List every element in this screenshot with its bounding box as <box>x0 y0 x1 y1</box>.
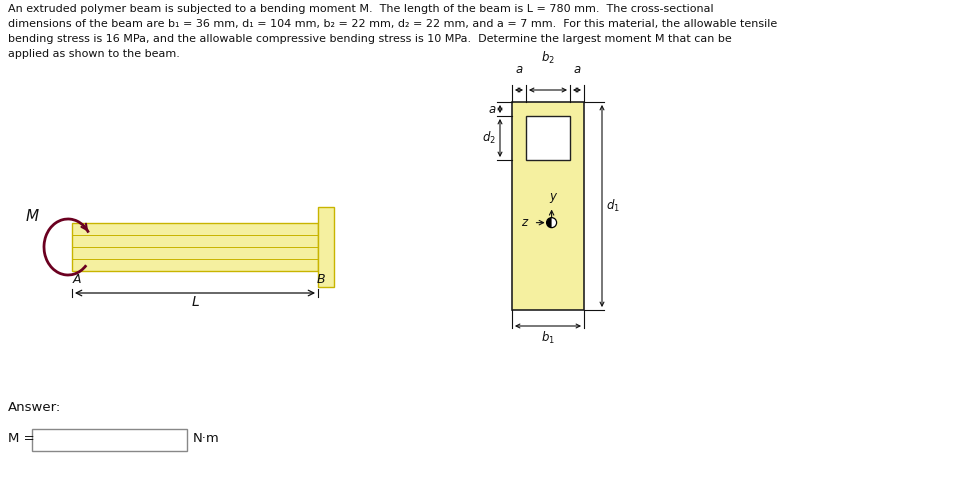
Text: N·m: N·m <box>193 432 220 445</box>
Text: $a$: $a$ <box>515 63 523 76</box>
Text: $a$: $a$ <box>488 103 496 116</box>
Text: $z$: $z$ <box>521 216 530 229</box>
Bar <box>72 223 318 271</box>
Text: B: B <box>317 273 325 286</box>
Text: $d_1$: $d_1$ <box>606 198 620 214</box>
Text: $b_1$: $b_1$ <box>541 330 555 346</box>
Bar <box>32 429 187 451</box>
Text: M =: M = <box>8 432 35 445</box>
Wedge shape <box>546 217 552 227</box>
Bar <box>72 223 318 271</box>
Text: A: A <box>73 273 82 286</box>
Text: applied as shown to the beam.: applied as shown to the beam. <box>8 49 180 59</box>
Text: An extruded polymer beam is subjected to a bending moment M.  The length of the : An extruded polymer beam is subjected to… <box>8 4 713 14</box>
Text: dimensions of the beam are b₁ = 36 mm, d₁ = 104 mm, b₂ = 22 mm, d₂ = 22 mm, and : dimensions of the beam are b₁ = 36 mm, d… <box>8 19 778 29</box>
Text: L: L <box>191 295 199 309</box>
Text: M: M <box>26 209 39 224</box>
Text: Answer:: Answer: <box>8 401 61 414</box>
Text: $d_2$: $d_2$ <box>482 130 496 146</box>
Bar <box>526 116 570 160</box>
Circle shape <box>546 217 557 227</box>
Text: bending stress is 16 MPa, and the allowable compressive bending stress is 10 MPa: bending stress is 16 MPa, and the allowa… <box>8 34 732 44</box>
Text: $a$: $a$ <box>573 63 581 76</box>
Text: $y$: $y$ <box>549 191 559 204</box>
Bar <box>512 102 584 310</box>
Text: $b_2$: $b_2$ <box>541 50 555 66</box>
Bar <box>318 207 334 287</box>
Bar <box>318 207 334 287</box>
